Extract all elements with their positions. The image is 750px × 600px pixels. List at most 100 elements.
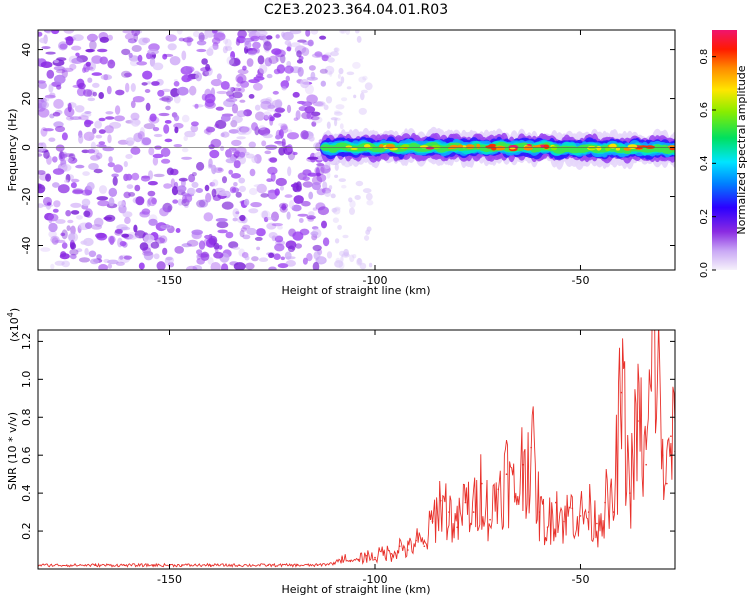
snr-x-tick-label: -50 [571, 573, 589, 586]
snr-y-tick-label: 0.8 [20, 409, 33, 427]
noise-blob [333, 111, 343, 116]
noise-blob [157, 89, 165, 97]
noise-blob [128, 52, 133, 59]
noise-blob [307, 156, 319, 160]
figure-title: C2E3.2023.364.04.01.R03 [264, 2, 448, 18]
noise-blob [231, 115, 243, 124]
noise-blob [225, 97, 238, 103]
noise-blob [84, 248, 89, 256]
noise-blob [238, 185, 246, 193]
noise-blob [71, 45, 82, 51]
noise-blob [78, 257, 91, 263]
noise-blob [207, 257, 214, 265]
noise-blob [253, 184, 265, 188]
snr-data-point [267, 564, 269, 566]
noise-blob [262, 133, 273, 139]
spectrogram-noise-region [38, 30, 374, 270]
noise-blob [72, 188, 84, 194]
noise-blob [362, 188, 372, 194]
noise-blob [88, 163, 99, 170]
noise-blob [54, 125, 66, 133]
noise-blob [306, 76, 318, 81]
noise-blob [251, 155, 258, 164]
noise-blob [95, 232, 106, 239]
noise-blob [165, 34, 177, 42]
snr-data-point [415, 539, 417, 542]
noise-blob [232, 246, 240, 250]
noise-blob [144, 89, 151, 93]
noise-blob [160, 224, 172, 230]
noise-blob [107, 134, 112, 144]
noise-blob [129, 59, 139, 67]
noise-blob [83, 131, 95, 141]
noise-blob [80, 240, 88, 245]
noise-blob [67, 102, 72, 113]
noise-blob [65, 157, 73, 162]
noise-blob [176, 86, 189, 96]
noise-blob [332, 217, 339, 223]
noise-blob [120, 226, 131, 231]
noise-blob [38, 203, 44, 208]
noise-blob [287, 132, 299, 140]
noise-blob [306, 253, 313, 262]
snr-data-point [645, 463, 647, 466]
noise-blob [85, 66, 94, 71]
noise-blob [213, 242, 220, 250]
signal-peak [495, 145, 505, 151]
noise-blob [76, 215, 83, 220]
noise-blob [319, 35, 327, 40]
noise-blob [284, 65, 294, 74]
noise-blob [198, 240, 206, 250]
noise-blob [337, 224, 342, 230]
snr-data-point [66, 564, 68, 566]
noise-blob [305, 30, 311, 37]
noise-blob [334, 117, 341, 121]
noise-blob [334, 163, 339, 171]
noise-blob [89, 136, 94, 141]
noise-blob [220, 145, 225, 151]
noise-blob [248, 208, 259, 214]
noise-blob [341, 253, 350, 258]
noise-blob [123, 191, 131, 199]
noise-blob [306, 94, 318, 104]
snr-data-point [94, 564, 97, 566]
noise-blob [53, 66, 65, 71]
noise-blob [204, 234, 211, 239]
noise-blob [145, 102, 151, 111]
noise-blob [70, 242, 77, 250]
noise-blob [75, 52, 80, 57]
noise-blob [301, 230, 308, 236]
snr-series-line [38, 330, 675, 568]
noise-blob [70, 210, 80, 215]
noise-blob [292, 151, 298, 156]
noise-blob [225, 149, 232, 158]
noise-blob [339, 123, 344, 130]
noise-blob [210, 262, 221, 270]
noise-blob [248, 94, 255, 99]
noise-blob [133, 224, 138, 233]
noise-blob [346, 86, 352, 90]
noise-blob [191, 181, 199, 188]
noise-blob [244, 255, 250, 261]
snr-data-point [333, 562, 335, 565]
noise-blob [237, 76, 244, 84]
noise-blob [239, 151, 246, 158]
noise-blob [61, 242, 68, 249]
snr-data-point [341, 556, 343, 559]
noise-blob [242, 224, 251, 230]
noise-blob [53, 59, 60, 64]
noise-blob [125, 137, 135, 145]
noise-blob [163, 183, 172, 189]
noise-blob [54, 260, 65, 266]
noise-blob [108, 235, 116, 244]
noise-blob [138, 37, 148, 46]
noise-blob [261, 140, 267, 147]
snr-x-tick-label: -150 [157, 573, 182, 586]
noise-blob [243, 198, 250, 206]
noise-blob [86, 182, 95, 191]
signal-peak [588, 146, 596, 150]
snr-data-point [587, 511, 590, 513]
noise-blob [152, 153, 164, 159]
noise-blob [159, 235, 168, 244]
noise-blob [326, 171, 331, 179]
